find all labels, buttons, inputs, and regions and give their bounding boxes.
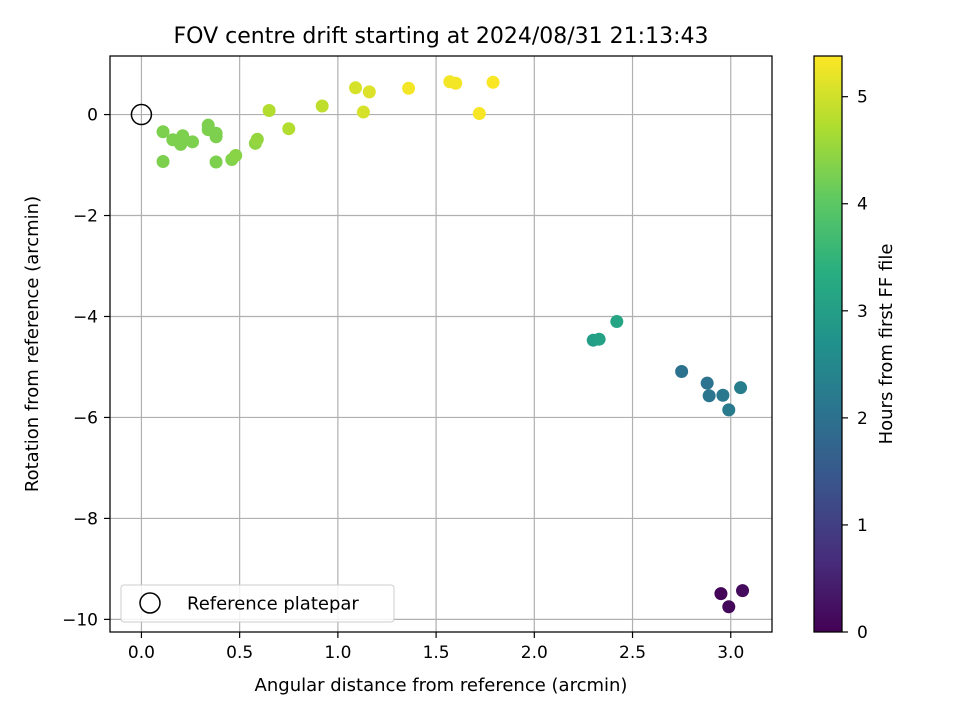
plot-frame xyxy=(109,55,773,633)
data-point xyxy=(156,125,170,139)
data-point xyxy=(209,130,223,144)
data-point xyxy=(282,122,296,136)
colorbar-axis: 0 1 2 3 4 5 xyxy=(842,88,868,643)
y-tick-label: −4 xyxy=(73,307,98,327)
data-point xyxy=(209,155,223,169)
x-tick-label: 2.0 xyxy=(521,643,548,663)
colorbar-tick-label: 0 xyxy=(857,623,868,643)
data-point xyxy=(486,75,500,89)
data-point xyxy=(722,600,736,614)
x-axis: 0.0 0.5 1.0 1.5 2.0 2.5 3.0 xyxy=(128,632,744,663)
chart-title: FOV centre drift starting at 2024/08/31 … xyxy=(174,24,709,49)
x-axis-label: Angular distance from reference (arcmin) xyxy=(255,675,628,696)
colorbar-tick-label: 5 xyxy=(857,88,868,108)
x-tick-label: 0.0 xyxy=(128,643,155,663)
colorbar-tick-label: 1 xyxy=(857,516,868,536)
data-point xyxy=(716,388,730,402)
x-tick-label: 2.5 xyxy=(619,643,646,663)
y-tick-label: 0 xyxy=(87,106,98,126)
data-point xyxy=(592,332,606,346)
colorbar-label: Hours from first FF file xyxy=(876,244,897,445)
data-point xyxy=(262,104,276,118)
data-point xyxy=(229,148,243,162)
data-point xyxy=(250,132,264,146)
data-point xyxy=(402,81,416,95)
data-point xyxy=(362,85,376,99)
data-point xyxy=(356,105,370,119)
colorbar-tick-label: 4 xyxy=(857,195,868,215)
data-point xyxy=(315,99,329,113)
data-point xyxy=(714,587,728,601)
x-tick-label: 1.0 xyxy=(324,643,351,663)
data-point xyxy=(472,107,486,121)
x-tick-label: 1.5 xyxy=(423,643,450,663)
data-point xyxy=(449,76,463,90)
x-tick-label: 0.5 xyxy=(226,643,253,663)
data-point xyxy=(156,155,170,169)
y-axis-label: Rotation from reference (arcmin) xyxy=(22,196,43,492)
colorbar-tick-label: 3 xyxy=(857,302,868,322)
data-point xyxy=(702,389,716,403)
data-point xyxy=(722,403,736,417)
colorbar xyxy=(813,55,843,633)
data-point xyxy=(675,365,689,379)
data-point xyxy=(700,376,714,390)
y-tick-label: −6 xyxy=(73,408,98,428)
grid-lines xyxy=(110,56,772,632)
data-point xyxy=(186,135,200,149)
data-point xyxy=(736,584,750,598)
x-tick-label: 3.0 xyxy=(717,643,744,663)
data-point xyxy=(610,315,624,329)
data-points xyxy=(156,75,750,614)
legend-marker xyxy=(139,592,161,614)
legend: Reference platepar xyxy=(120,584,395,623)
legend-entry-reference: Reference platepar xyxy=(187,594,359,615)
reference-layer xyxy=(130,103,153,126)
colorbar-tick-label: 2 xyxy=(857,409,868,429)
reference-platepar-marker xyxy=(130,103,153,126)
y-tick-label: −8 xyxy=(73,509,98,529)
legend-box xyxy=(120,584,395,623)
data-point xyxy=(734,381,748,395)
y-tick-label: −2 xyxy=(73,207,98,227)
data-point xyxy=(176,129,190,143)
data-point xyxy=(349,81,363,95)
y-tick-label: −10 xyxy=(62,610,98,630)
y-axis: −10 −8 −6 −4 −2 0 xyxy=(62,106,110,630)
